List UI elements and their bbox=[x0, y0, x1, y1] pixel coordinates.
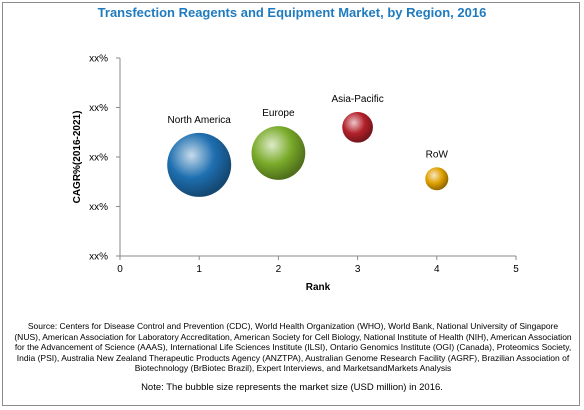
bubble-europe bbox=[251, 126, 306, 180]
x-tick-label: 5 bbox=[513, 264, 519, 275]
y-tick-label: xx% bbox=[89, 153, 108, 164]
x-tick-label: 2 bbox=[276, 264, 282, 275]
x-tick-label: 3 bbox=[355, 264, 361, 275]
label-layer: North America Europe Asia-Pacific RoW bbox=[168, 94, 449, 160]
x-axis-title: Rank bbox=[306, 282, 331, 293]
bubble-layer bbox=[167, 111, 449, 197]
bubble-label: Europe bbox=[262, 108, 295, 119]
chart-title: Transfection Reagents and Equipment Mark… bbox=[97, 5, 487, 20]
bubble-row bbox=[425, 167, 449, 191]
chart-frame bbox=[2, 2, 580, 406]
x-tick-label: 1 bbox=[196, 264, 202, 275]
x-tick-label: 4 bbox=[434, 264, 440, 275]
chart-axes: 0 1 2 3 4 5 xx% xx% xx% xx% xx% Rank CAGR%(2016-2021… bbox=[72, 54, 519, 294]
bubble-asia-pacific bbox=[342, 111, 373, 143]
y-tick-label: xx% bbox=[89, 54, 108, 65]
bubble-label: North America bbox=[168, 115, 232, 126]
y-tick-label: xx% bbox=[89, 252, 108, 263]
note-text: Note: The bubble size represents the mar… bbox=[141, 382, 443, 393]
x-tick-label: 0 bbox=[117, 264, 123, 275]
bubble-north-america bbox=[167, 132, 232, 197]
y-tick-label: xx% bbox=[89, 202, 108, 213]
bubble-label: RoW bbox=[426, 149, 449, 160]
y-axis-title: CAGR%(2016-2021) bbox=[72, 111, 83, 204]
source-text: Source: Centers for Disease Control and … bbox=[14, 321, 572, 373]
y-tick-label: xx% bbox=[89, 103, 108, 114]
bubble-label: Asia-Pacific bbox=[331, 94, 383, 105]
